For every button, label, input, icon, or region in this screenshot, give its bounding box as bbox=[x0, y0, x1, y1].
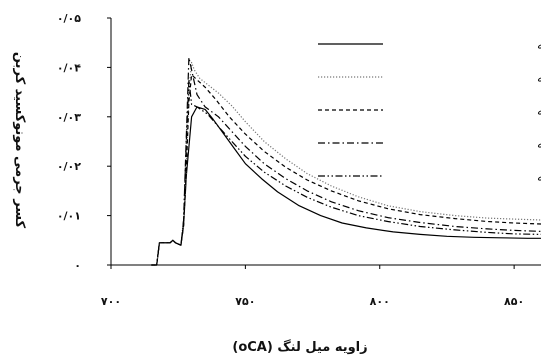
y-tick-label: ۰/۰۲ bbox=[57, 160, 81, 173]
x-tick-label: ۸۵۰ bbox=[504, 295, 524, 308]
y-axis-title: کسر جرمی مونوکسید کربن bbox=[12, 52, 27, 229]
legend-label-3: طول پاشش ۸ درجه bbox=[537, 104, 541, 119]
x-ticks: ۷۰۰ ۷۵۰ ۸۰۰ ۸۵۰ bbox=[101, 265, 524, 308]
x-tick-label: ۷۰۰ bbox=[101, 295, 121, 308]
legend-label-2: طول پاشش ۱۱ درجه bbox=[537, 71, 541, 86]
series-line-4 bbox=[151, 56, 541, 266]
legend-label-1: طول پاشش ۱۲درجه bbox=[537, 38, 541, 53]
x-axis-title: زاویه میل لنگ (oCA) bbox=[232, 339, 367, 355]
series-lines bbox=[151, 56, 541, 266]
y-tick-label: ۰/۰۴ bbox=[57, 61, 81, 74]
x-tick-label: ۷۵۰ bbox=[235, 295, 255, 308]
y-tick-label: ۰ bbox=[74, 259, 81, 272]
series-line-3 bbox=[151, 74, 541, 266]
y-tick-label: ۰/۰۵ bbox=[57, 12, 81, 25]
legend-label-4: طول پاشش ۶ درجه bbox=[537, 137, 541, 152]
legend: طول پاشش ۱۲درجه طول پاشش ۱۱ درجه طول پاشش … bbox=[318, 38, 541, 185]
y-ticks: ۰ ۰/۰۱ ۰/۰۲ ۰/۰۳ ۰/۰۴ ۰/۰۵ bbox=[57, 12, 111, 272]
x-tick-label: ۸۰۰ bbox=[370, 295, 390, 308]
y-tick-label: ۰/۰۱ bbox=[57, 210, 81, 223]
series-line-1 bbox=[151, 106, 541, 266]
y-tick-label: ۰/۰۳ bbox=[57, 111, 81, 124]
legend-label-5: طول پاشش ۵ درجه bbox=[537, 170, 541, 185]
